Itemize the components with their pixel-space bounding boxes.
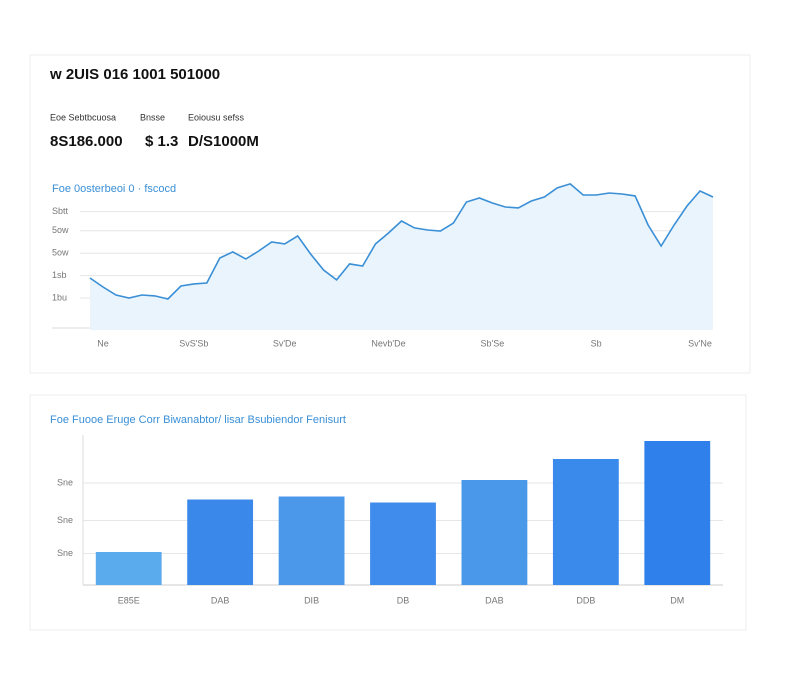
x-tick-label: DB xyxy=(397,595,410,605)
chart-title: Foe Fuooe Eruge Corr Biwanabtor/ lisar B… xyxy=(50,414,346,426)
bar xyxy=(95,552,162,585)
bar xyxy=(552,459,619,585)
stat-label: Eoe Sebtbcuosa xyxy=(50,112,116,122)
bar xyxy=(461,480,528,585)
x-tick-label: DIB xyxy=(304,595,319,605)
y-tick-label: Sne xyxy=(57,477,73,487)
stat-value: 8S186.000 xyxy=(50,133,123,150)
x-tick-label: DM xyxy=(670,595,684,605)
x-tick-label: DAB xyxy=(211,595,230,605)
bar xyxy=(278,496,345,585)
y-tick-label: Sbtt xyxy=(52,206,69,216)
area xyxy=(90,183,713,330)
line-card xyxy=(29,54,751,374)
chart-title: Foe 0osterbeoi 0 · fscocd xyxy=(52,183,176,195)
y-tick-label: Sne xyxy=(57,548,73,558)
line xyxy=(89,183,714,300)
stat-label: Bnsse xyxy=(140,112,165,122)
x-tick-label: Sb xyxy=(591,338,602,348)
y-tick-label: 5ow xyxy=(52,248,69,258)
x-tick-label: Nevb'De xyxy=(371,338,405,348)
bar xyxy=(644,441,711,585)
stat-value: $ 1.3 xyxy=(145,133,178,150)
bar-card xyxy=(29,394,747,631)
stat-value: D/S1000M xyxy=(188,133,259,150)
x-tick-label: Sb'Se xyxy=(480,338,504,348)
stat-label: Eoiousu sefss xyxy=(188,112,245,122)
bar xyxy=(370,502,436,585)
y-tick-label: Sne xyxy=(57,515,73,525)
x-tick-label: Ne xyxy=(97,338,109,348)
x-tick-label: SvS'Sb xyxy=(179,338,208,348)
x-tick-label: Sv'De xyxy=(273,338,297,348)
x-tick-label: DAB xyxy=(485,595,504,605)
bar xyxy=(187,499,254,585)
y-tick-label: 5ow xyxy=(52,225,69,235)
y-tick-label: 1sb xyxy=(52,270,67,280)
dashboard-title: w 2UIS 016 1001 501000 xyxy=(49,66,220,83)
y-tick-label: 1bu xyxy=(52,292,67,302)
x-tick-label: Sv'Ne xyxy=(688,338,712,348)
x-tick-label: DDB xyxy=(576,595,595,605)
x-tick-label: E85E xyxy=(118,595,140,605)
